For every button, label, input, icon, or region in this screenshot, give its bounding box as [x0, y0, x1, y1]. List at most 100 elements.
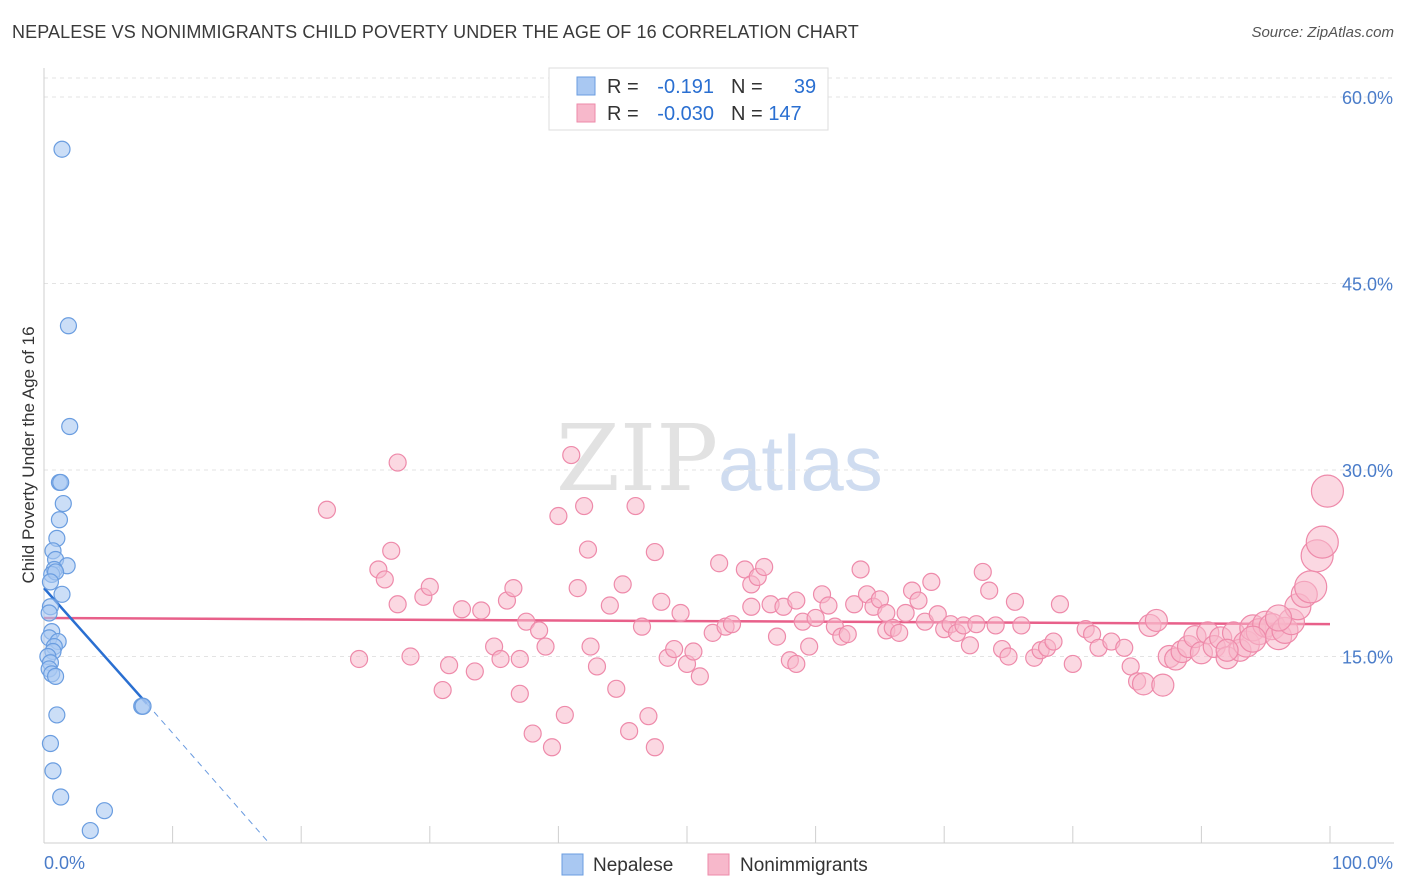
nonimmigrants-point: [973, 562, 992, 582]
nonimmigrants-point: [890, 623, 909, 642]
nonimmigrants-point: [922, 572, 941, 592]
nonimmigrants-point: [1115, 638, 1134, 657]
nonimmigrants-point: [755, 557, 774, 577]
nonimmigrants-point: [581, 637, 600, 656]
nonimmigrants-point: [980, 581, 999, 600]
nonimmigrants-point: [652, 592, 671, 611]
x-tick-label: 0.0%: [44, 853, 85, 873]
nonimmigrants-point: [1005, 592, 1025, 611]
legend-n-value-2: 147: [768, 103, 801, 125]
data-points: [39, 140, 1345, 840]
nonimmigrants-point: [504, 579, 523, 598]
nonimmigrants-point: [510, 684, 529, 703]
chart-title: NEPALESE VS NONIMMIGRANTS CHILD POVERTY …: [12, 22, 859, 42]
y-axis-label: Child Poverty Under the Age of 16: [19, 326, 38, 583]
legend-n-label-2: N =: [731, 103, 763, 125]
bottom-legend-nonimmigrants-swatch: [707, 853, 730, 876]
legend-r-label-2: R =: [607, 103, 639, 125]
nonimmigrants-point: [1215, 638, 1239, 662]
nonimmigrants-point: [607, 679, 626, 698]
nepalese-point: [41, 734, 60, 753]
y-tick-label: 60.0%: [1342, 88, 1393, 108]
nonimmigrants-point: [388, 453, 407, 472]
nonimmigrants-point: [382, 541, 401, 560]
nepalese-point: [52, 473, 70, 492]
nepalese-point: [52, 788, 70, 806]
nonimmigrants-point: [375, 570, 394, 589]
y-tick-label: 45.0%: [1342, 275, 1393, 295]
nonimmigrants-point: [523, 724, 542, 743]
nonimmigrants-point: [684, 642, 703, 661]
nepalese-point: [46, 667, 65, 685]
nonimmigrants-point: [433, 680, 452, 700]
nepalese-point: [40, 604, 58, 622]
source-label: Source: ZipAtlas.com: [1251, 24, 1394, 41]
nonimmigrants-point: [626, 496, 645, 516]
nonimmigrants-point: [1131, 672, 1156, 696]
nonimmigrants-point: [575, 496, 594, 516]
nonimmigrants-point: [1063, 654, 1082, 674]
nonimmigrants-point: [800, 637, 819, 656]
nonimmigrants-point: [742, 597, 761, 616]
legend-r-value-1: -0.191: [657, 76, 714, 98]
trend-lines: [43, 587, 1331, 844]
bottom-legend-nepalese: Nepalese: [593, 855, 673, 876]
nepalese-point: [59, 317, 78, 335]
nonimmigrants-point: [787, 591, 806, 610]
nonimmigrants-point: [632, 617, 652, 636]
nonimmigrants-point: [517, 612, 536, 631]
nonimmigrants-point: [491, 649, 510, 669]
nepalese-point: [81, 821, 99, 840]
nonimmigrants-point: [1050, 595, 1070, 614]
nonimmigrants-point: [1264, 604, 1293, 632]
nonimmigrants-point: [1144, 608, 1168, 633]
nepalese-point: [41, 573, 60, 591]
nonimmigrants-point: [317, 500, 337, 519]
nonimmigrants-point: [690, 667, 709, 686]
nonimmigrants-point: [967, 615, 986, 634]
nonimmigrants-point: [1151, 673, 1175, 697]
y-tick-label: 30.0%: [1342, 461, 1393, 481]
nonimmigrants-point: [439, 656, 459, 675]
nonimmigrants-point: [562, 445, 581, 465]
bottom-legend-nonimmigrants: Nonimmigrants: [740, 855, 868, 876]
nepalese-point: [61, 417, 79, 436]
nonimmigrants-point: [671, 603, 690, 623]
nepalese-point: [134, 697, 152, 715]
series-legend: Nepalese Nonimmigrants: [561, 853, 868, 876]
nonimmigrants-point: [845, 595, 864, 614]
x-tick-label: 100.0%: [1332, 853, 1393, 873]
nepalese-point: [53, 585, 71, 603]
nonimmigrants-point: [620, 721, 639, 741]
nonimmigrants-point: [1012, 616, 1031, 635]
nonimmigrants-point: [787, 654, 806, 674]
y-tick-label: 15.0%: [1342, 648, 1393, 668]
nonimmigrants-point: [549, 506, 568, 526]
nepalese-point: [53, 140, 71, 158]
nonimmigrants-point: [613, 575, 632, 594]
nepalese-point: [48, 706, 66, 724]
nonimmigrants-point: [767, 627, 787, 646]
nonimmigrants-trend-line: [43, 616, 1331, 626]
nonimmigrants-point: [401, 647, 420, 666]
nonimmigrants-point: [510, 649, 529, 669]
nonimmigrants-point: [349, 649, 369, 669]
nonimmigrants-point: [1239, 625, 1267, 653]
nonimmigrants-point: [665, 639, 684, 659]
nonimmigrants-point: [530, 621, 549, 640]
nepalese-point: [50, 511, 69, 529]
nonimmigrants-point: [472, 601, 491, 620]
nepalese-trend-extension: [146, 703, 270, 844]
nonimmigrants-point: [600, 596, 619, 615]
nonimmigrants-point: [587, 657, 607, 676]
nonimmigrants-point: [909, 591, 928, 610]
watermark-atlas: atlas: [718, 419, 883, 507]
nonimmigrants-point: [578, 540, 598, 559]
nonimmigrants-point: [986, 616, 1005, 635]
nepalese-point: [95, 802, 114, 820]
nonimmigrants-point: [536, 637, 555, 656]
nonimmigrants-point: [542, 738, 562, 757]
nonimmigrants-point: [896, 603, 915, 623]
nonimmigrants-swatch: [576, 103, 596, 123]
